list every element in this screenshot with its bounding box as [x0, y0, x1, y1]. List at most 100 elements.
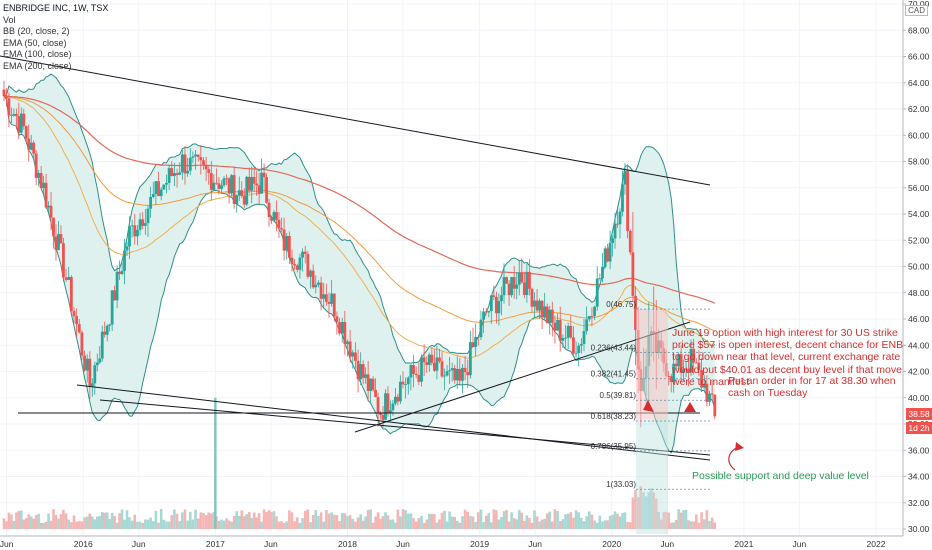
volume-bar	[72, 515, 76, 529]
candle	[270, 215, 273, 224]
candle-body	[468, 342, 472, 376]
candle	[67, 266, 71, 281]
candle-body	[9, 115, 13, 116]
volume-bar	[497, 519, 501, 529]
candle	[255, 170, 259, 196]
volume-bar	[492, 509, 496, 529]
candle-body	[88, 358, 92, 387]
candle-body	[482, 311, 485, 320]
price-tick-label: 36.00	[908, 445, 930, 455]
legend-ema50[interactable]: EMA (50, close)	[3, 37, 67, 48]
candle	[510, 276, 514, 298]
currency-label[interactable]: CAD	[905, 5, 928, 16]
candle-body	[306, 253, 310, 277]
candle-body	[697, 362, 701, 371]
candle-body	[398, 381, 402, 402]
volume-bar	[580, 517, 583, 529]
candle-body	[453, 368, 457, 381]
candle-body	[222, 178, 226, 186]
candle-body	[476, 336, 480, 338]
volume-bar	[412, 518, 415, 529]
candle-body	[466, 371, 470, 376]
price-tick-label: 32.00	[908, 498, 930, 508]
candle-body	[621, 184, 624, 212]
candle	[577, 342, 581, 367]
volume-bar	[381, 516, 385, 529]
candle	[593, 305, 596, 321]
candle-body	[80, 332, 84, 356]
candle	[157, 171, 160, 197]
volume-bar	[32, 518, 35, 529]
candle-body	[525, 271, 529, 295]
support-note: Possible support and deep value level	[692, 470, 869, 482]
candle-body	[517, 272, 521, 285]
candle	[306, 250, 310, 279]
candle-body	[618, 211, 622, 225]
volume-bar	[29, 516, 33, 529]
candle-body	[364, 374, 368, 378]
time-axis[interactable]: Jun 2016 Jun 2017 Jun 2018 Jun 2019 Jun 2020 Jun 20…	[0, 535, 903, 549]
volume-bar	[212, 511, 216, 529]
candle	[282, 217, 286, 261]
candle	[623, 162, 627, 195]
volume-bar	[204, 515, 208, 529]
volume-bar	[24, 518, 28, 529]
volume-bar	[450, 516, 454, 529]
candle	[384, 389, 387, 421]
candle	[430, 347, 434, 366]
volume-bar	[288, 510, 291, 529]
candle	[12, 108, 16, 117]
candle-body	[713, 394, 717, 417]
legend-volume[interactable]: Vol	[3, 14, 16, 25]
legend-bollinger[interactable]: BB (20, close, 2)	[3, 26, 70, 37]
candle-body	[64, 277, 68, 280]
candle-body	[178, 172, 182, 175]
candle-body	[386, 393, 390, 414]
candle-body	[186, 170, 190, 174]
candle	[24, 125, 28, 144]
candle	[151, 181, 155, 199]
candle	[88, 351, 92, 400]
candle-body	[404, 384, 408, 386]
volume-bar	[217, 520, 221, 529]
volume-bar	[626, 521, 629, 529]
symbol-title[interactable]: ENBRIDGE INC, 1W, TSX	[3, 3, 109, 13]
candle-body	[366, 374, 370, 391]
volume-bar	[540, 519, 544, 529]
candle-body	[235, 195, 239, 205]
volume-bar	[654, 498, 658, 529]
volume-bar	[484, 515, 488, 529]
candle	[128, 216, 131, 259]
candle	[188, 148, 192, 176]
candle	[7, 92, 11, 128]
volume-bar	[476, 512, 480, 529]
candle-body	[93, 365, 97, 384]
price-tick-label: 52.00	[908, 235, 930, 245]
candle	[252, 167, 256, 192]
volume-bar	[330, 512, 333, 529]
candle-body	[272, 212, 276, 221]
candle	[220, 180, 223, 193]
candle-body	[606, 248, 610, 262]
candle	[484, 308, 488, 315]
legend-ema200[interactable]: EMA (200, close)	[3, 60, 72, 71]
candle-body	[550, 309, 554, 323]
candle-body	[217, 183, 221, 189]
candle-body	[175, 173, 179, 175]
volume-bar	[103, 512, 107, 529]
candle	[585, 306, 589, 335]
volume-bar	[181, 512, 184, 529]
candlesticks	[2, 80, 717, 428]
red-arrow-1	[643, 400, 654, 412]
volume-bar	[566, 513, 570, 529]
legend-ema100[interactable]: EMA (100, close)	[3, 49, 72, 60]
time-tick-label: 2021	[734, 539, 753, 549]
candle	[69, 275, 73, 316]
candle-body	[167, 168, 171, 183]
volume-bar	[242, 516, 246, 529]
volume-bar	[295, 517, 299, 529]
candle-body	[2, 89, 6, 97]
volume-bar	[88, 513, 92, 529]
candle	[558, 306, 562, 352]
